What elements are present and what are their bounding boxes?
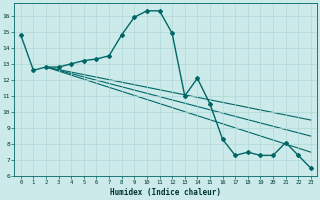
X-axis label: Humidex (Indice chaleur): Humidex (Indice chaleur) [110,188,221,197]
